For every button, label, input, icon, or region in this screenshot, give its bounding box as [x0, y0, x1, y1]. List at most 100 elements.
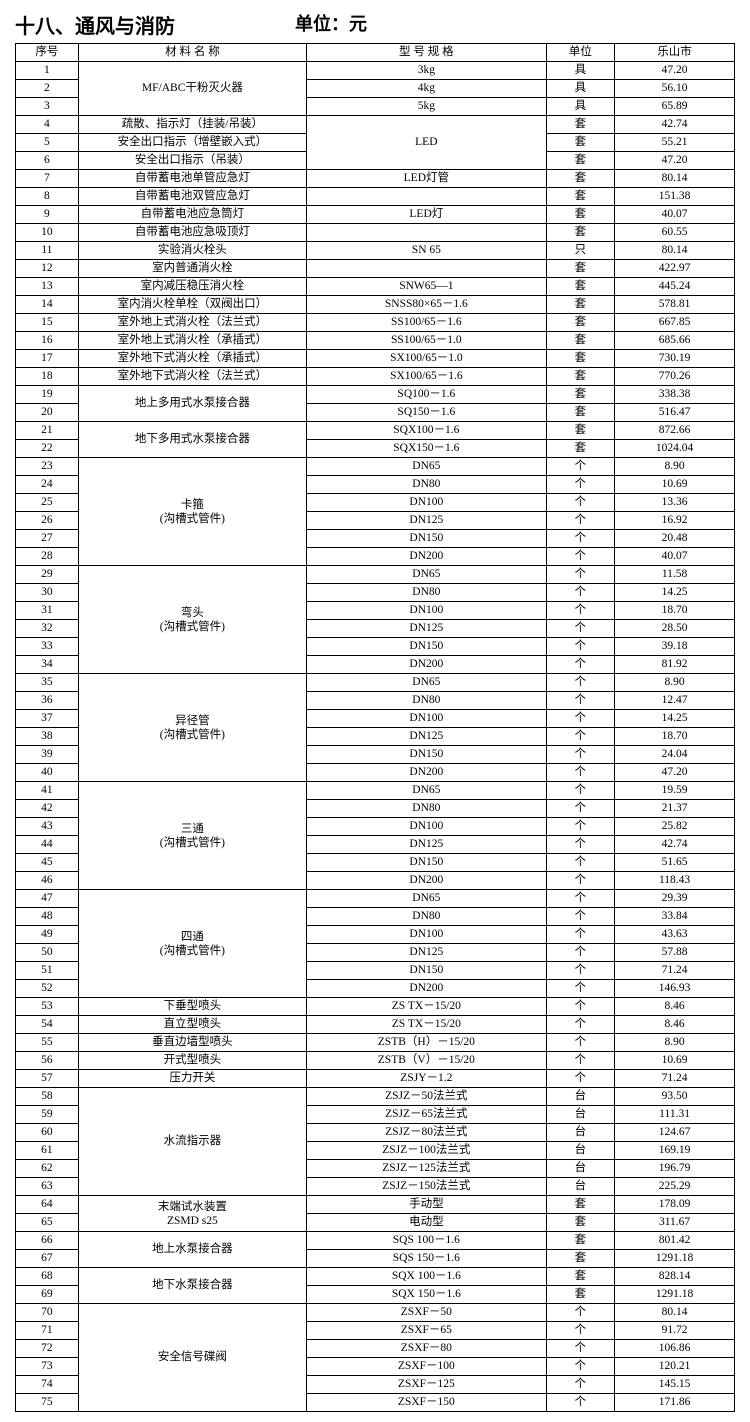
cell-unit: 套 [546, 1232, 614, 1250]
cell-spec: DN200 [307, 980, 547, 998]
cell-unit: 套 [546, 206, 614, 224]
cell-unit: 个 [546, 1052, 614, 1070]
cell-unit: 套 [546, 1196, 614, 1214]
cell-spec: 3kg [307, 62, 547, 80]
table-row: 8自带蓄电池双管应急灯套151.38 [16, 188, 735, 206]
cell-spec: SN 65 [307, 242, 547, 260]
table-row: 47四通(沟槽式管件)DN65个29.39 [16, 890, 735, 908]
cell-price: 178.09 [615, 1196, 735, 1214]
cell-seq: 59 [16, 1106, 79, 1124]
cell-seq: 38 [16, 728, 79, 746]
cell-seq: 15 [16, 314, 79, 332]
cell-price: 80.14 [615, 1304, 735, 1322]
cell-price: 685.66 [615, 332, 735, 350]
cell-price: 81.92 [615, 656, 735, 674]
price-table: 序号 材 料 名 称 型 号 规 格 单位 乐山市 1MF/ABC干粉灭火器3k… [15, 43, 735, 1412]
cell-seq: 52 [16, 980, 79, 998]
cell-price: 25.82 [615, 818, 735, 836]
cell-seq: 40 [16, 764, 79, 782]
cell-unit: 套 [546, 440, 614, 458]
cell-spec: DN65 [307, 782, 547, 800]
cell-price: 42.74 [615, 836, 735, 854]
cell-spec: SQX 100－1.6 [307, 1268, 547, 1286]
cell-name: 水流指示器 [78, 1088, 306, 1196]
cell-name: MF/ABC干粉灭火器 [78, 62, 306, 116]
cell-spec [307, 188, 547, 206]
cell-seq: 26 [16, 512, 79, 530]
cell-seq: 53 [16, 998, 79, 1016]
cell-price: 29.39 [615, 890, 735, 908]
cell-price: 872.66 [615, 422, 735, 440]
cell-spec: DN80 [307, 476, 547, 494]
cell-seq: 4 [16, 116, 79, 134]
cell-spec: SQX 150－1.6 [307, 1286, 547, 1304]
cell-name: 自带蓄电池应急吸顶灯 [78, 224, 306, 242]
cell-spec: LED灯管 [307, 170, 547, 188]
cell-seq: 2 [16, 80, 79, 98]
cell-seq: 28 [16, 548, 79, 566]
cell-spec: SQX150－1.6 [307, 440, 547, 458]
cell-name: 地下水泵接合器 [78, 1268, 306, 1304]
cell-name: 自带蓄电池应急筒灯 [78, 206, 306, 224]
cell-unit: 个 [546, 638, 614, 656]
cell-seq: 60 [16, 1124, 79, 1142]
cell-price: 65.89 [615, 98, 735, 116]
cell-spec: DN100 [307, 710, 547, 728]
cell-unit: 台 [546, 1142, 614, 1160]
cell-seq: 46 [16, 872, 79, 890]
cell-name: 地上多用式水泵接合器 [78, 386, 306, 422]
cell-spec: DN200 [307, 656, 547, 674]
cell-unit: 台 [546, 1088, 614, 1106]
cell-seq: 25 [16, 494, 79, 512]
cell-price: 225.29 [615, 1178, 735, 1196]
cell-price: 118.43 [615, 872, 735, 890]
cell-unit: 套 [546, 1286, 614, 1304]
cell-spec: ZSJZ－100法兰式 [307, 1142, 547, 1160]
cell-spec [307, 224, 547, 242]
cell-spec: DN125 [307, 512, 547, 530]
cell-spec: DN80 [307, 908, 547, 926]
cell-price: 828.14 [615, 1268, 735, 1286]
cell-name: 直立型喷头 [78, 1016, 306, 1034]
cell-price: 18.70 [615, 602, 735, 620]
cell-spec: DN80 [307, 692, 547, 710]
cell-price: 10.69 [615, 476, 735, 494]
cell-unit: 套 [546, 404, 614, 422]
cell-seq: 17 [16, 350, 79, 368]
cell-price: 13.36 [615, 494, 735, 512]
cell-name: 室外地上式消火栓（法兰式） [78, 314, 306, 332]
cell-spec: SNW65—1 [307, 278, 547, 296]
table-row: 41三通(沟槽式管件)DN65个19.59 [16, 782, 735, 800]
cell-unit: 个 [546, 854, 614, 872]
cell-price: 20.48 [615, 530, 735, 548]
cell-price: 151.38 [615, 188, 735, 206]
cell-spec: ZSXF－80 [307, 1340, 547, 1358]
cell-unit: 个 [546, 782, 614, 800]
cell-spec: LED灯 [307, 206, 547, 224]
cell-spec: DN125 [307, 836, 547, 854]
cell-spec: DN150 [307, 530, 547, 548]
cell-seq: 73 [16, 1358, 79, 1376]
cell-unit: 个 [546, 656, 614, 674]
cell-price: 80.14 [615, 170, 735, 188]
cell-unit: 套 [546, 368, 614, 386]
cell-unit: 个 [546, 674, 614, 692]
cell-spec: ZSTB（V）－15/20 [307, 1052, 547, 1070]
table-row: 16室外地上式消火栓（承插式）SS100/65－1.0套685.66 [16, 332, 735, 350]
cell-price: 1291.18 [615, 1250, 735, 1268]
cell-spec: SQX100－1.6 [307, 422, 547, 440]
cell-name: 下垂型喷头 [78, 998, 306, 1016]
cell-unit: 个 [546, 836, 614, 854]
cell-spec: DN200 [307, 872, 547, 890]
cell-seq: 20 [16, 404, 79, 422]
cell-price: 55.21 [615, 134, 735, 152]
table-row: 57压力开关ZSJY－1.2个71.24 [16, 1070, 735, 1088]
table-row: 9自带蓄电池应急筒灯LED灯套40.07 [16, 206, 735, 224]
cell-price: 24.04 [615, 746, 735, 764]
cell-unit: 个 [546, 764, 614, 782]
unit-label: 单位：元 [295, 10, 367, 39]
cell-unit: 只 [546, 242, 614, 260]
cell-unit: 套 [546, 224, 614, 242]
cell-spec: DN80 [307, 800, 547, 818]
cell-price: 60.55 [615, 224, 735, 242]
